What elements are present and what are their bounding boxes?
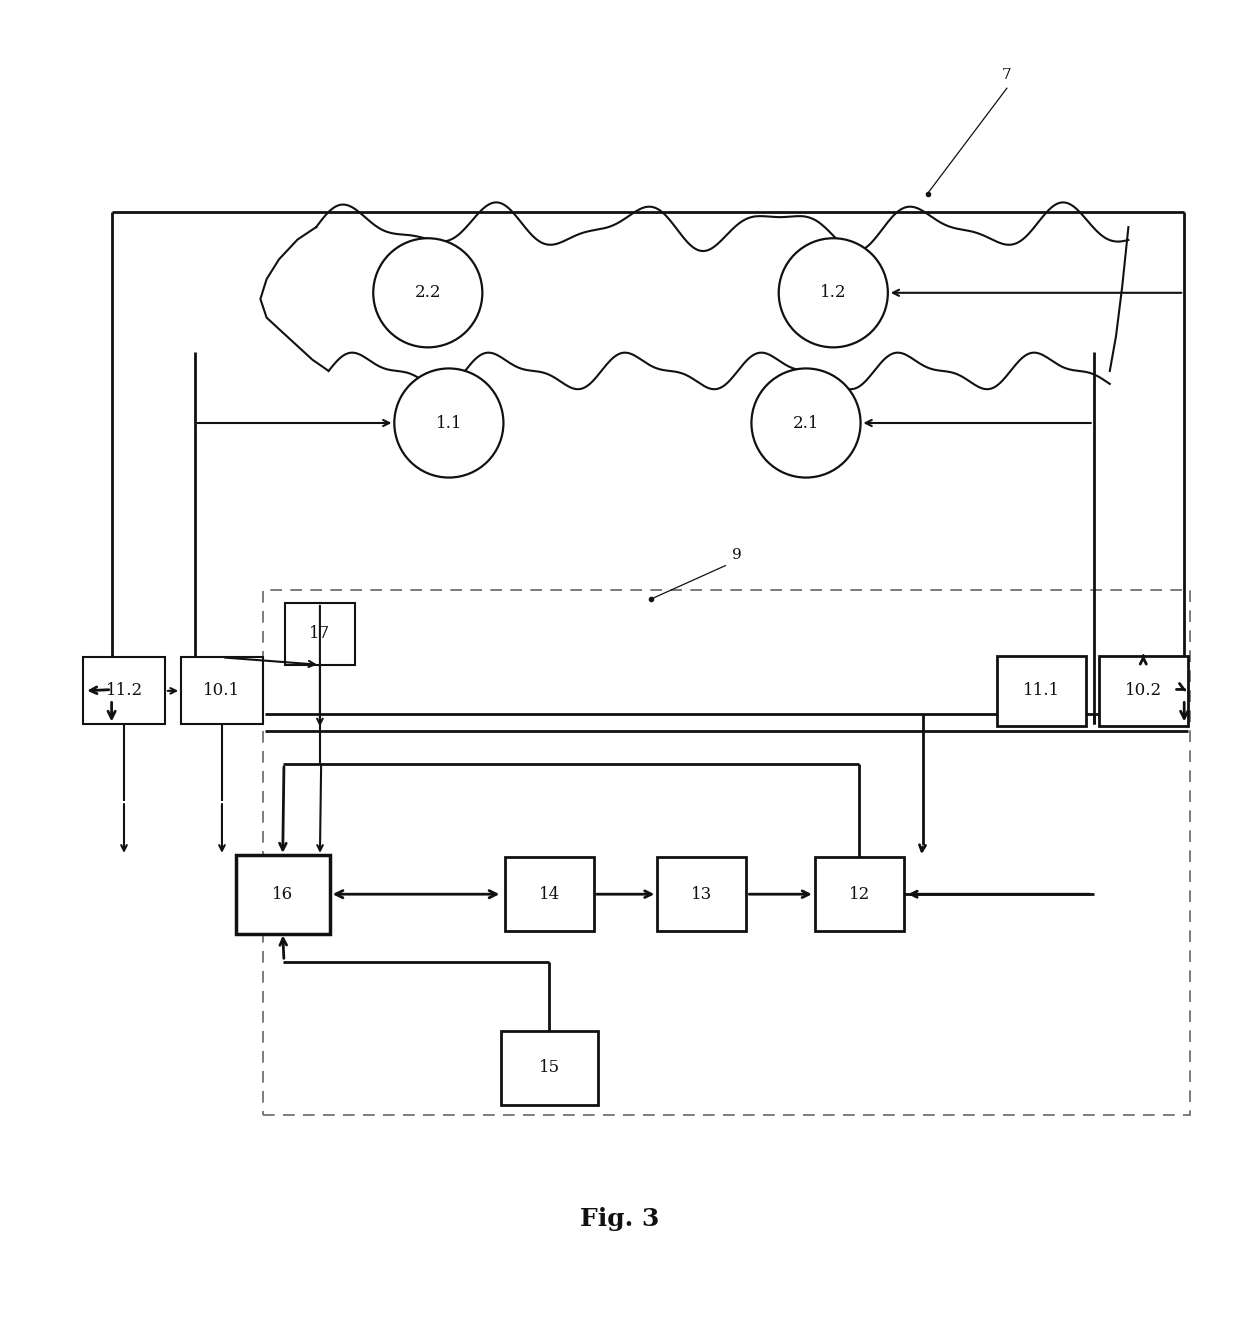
Text: 1.2: 1.2 (820, 285, 847, 302)
Text: 2.1: 2.1 (792, 415, 820, 432)
Text: 2.2: 2.2 (414, 285, 441, 302)
Text: 1.1: 1.1 (435, 415, 463, 432)
FancyBboxPatch shape (83, 658, 165, 725)
FancyBboxPatch shape (657, 858, 746, 931)
Text: 13: 13 (691, 886, 713, 903)
Circle shape (751, 369, 861, 478)
Circle shape (779, 239, 888, 348)
FancyBboxPatch shape (236, 855, 330, 934)
Text: 14: 14 (538, 886, 560, 903)
FancyBboxPatch shape (815, 858, 904, 931)
Text: 9: 9 (732, 548, 742, 562)
Text: 17: 17 (309, 625, 331, 643)
Text: 10.1: 10.1 (203, 682, 241, 699)
Text: 15: 15 (538, 1059, 560, 1076)
FancyBboxPatch shape (997, 656, 1086, 726)
Text: 11.1: 11.1 (1023, 682, 1060, 699)
Circle shape (373, 239, 482, 348)
Circle shape (394, 369, 503, 478)
Text: 11.2: 11.2 (105, 682, 143, 699)
FancyBboxPatch shape (285, 603, 355, 664)
FancyBboxPatch shape (1099, 656, 1188, 726)
Text: 12: 12 (848, 886, 870, 903)
Text: Fig. 3: Fig. 3 (580, 1206, 660, 1231)
Text: 7: 7 (1002, 68, 1012, 82)
FancyBboxPatch shape (181, 658, 263, 725)
FancyBboxPatch shape (501, 1031, 598, 1104)
FancyBboxPatch shape (505, 858, 594, 931)
Text: 10.2: 10.2 (1125, 682, 1162, 699)
Text: 16: 16 (272, 886, 294, 903)
